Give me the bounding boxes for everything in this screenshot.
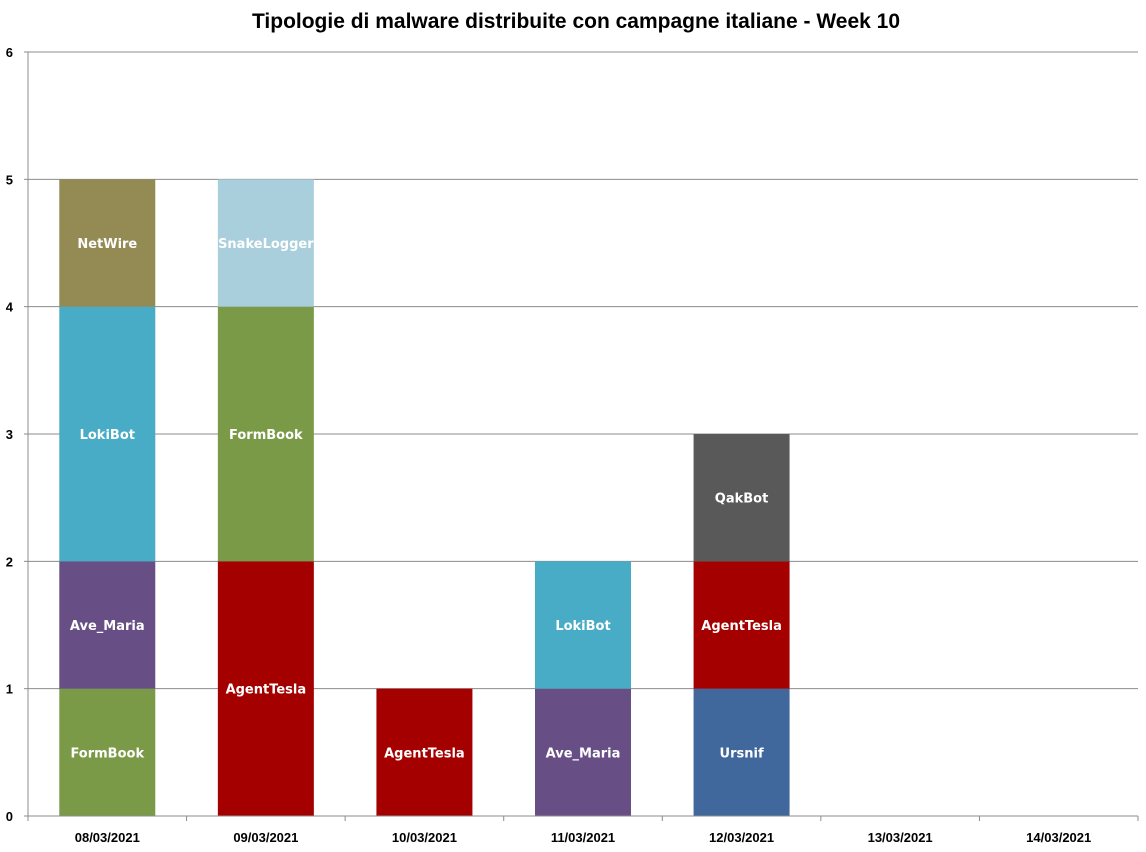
- bar-segment-snakelogger: [217, 179, 314, 307]
- bar-segment-label: FormBook: [70, 746, 144, 761]
- bar-segment-label: Ave_Maria: [70, 619, 145, 634]
- x-tick-label: 09/03/2021: [233, 830, 298, 845]
- bar-segment-qakbot: [693, 434, 790, 562]
- bar-segment-label: QakBot: [715, 492, 769, 507]
- bar-segment-ursnif: [693, 688, 790, 816]
- bar-segment-label: FormBook: [229, 428, 303, 443]
- bar-segment-label: Ursnif: [720, 746, 764, 761]
- bar-segment-formbook: [217, 306, 314, 562]
- y-tick-label: 2: [6, 554, 13, 569]
- bar-segment-label: Ave_Maria: [546, 746, 621, 761]
- bar-segment-agenttesla: [217, 561, 314, 816]
- bar-segment-lokibot: [59, 306, 156, 562]
- x-tick-label: 13/03/2021: [868, 830, 933, 845]
- bar-segment-formbook: [59, 688, 156, 816]
- bar-segment-agenttesla: [376, 688, 473, 816]
- bar-segment-netwire: [59, 179, 156, 307]
- y-tick-label: 4: [6, 300, 14, 315]
- bar-segment-agenttesla: [693, 561, 790, 689]
- bar-segment-label: SnakeLogger: [218, 237, 314, 252]
- y-tick-label: 1: [6, 682, 13, 697]
- bar-segment-ave-maria: [535, 688, 631, 816]
- y-tick-label: 6: [6, 45, 13, 60]
- bars: FormBook Ave_Maria LokiBot NetWire AgentTesl…: [59, 179, 790, 816]
- bar-segment-label: LokiBot: [555, 619, 610, 634]
- y-tick-label: 5: [6, 172, 13, 187]
- x-tick-label: 08/03/2021: [75, 830, 140, 845]
- x-axis-ticks: 08/03/2021 09/03/2021 10/03/2021 11/03/2021…: [27, 816, 1139, 845]
- bar-segment-label: AgentTesla: [226, 683, 307, 698]
- x-tick-label: 12/03/2021: [709, 830, 774, 845]
- bar-segment-lokibot: [535, 561, 631, 689]
- x-tick-label: 11/03/2021: [551, 830, 615, 845]
- y-tick-label: 0: [6, 809, 13, 824]
- y-axis-ticks: 0 1 2 3 4 5 6: [6, 45, 28, 824]
- x-tick-label: 10/03/2021: [392, 830, 457, 845]
- bar-segment-label: LokiBot: [80, 428, 135, 443]
- chart-title: Tipologie di malware distribuite con cam…: [252, 10, 900, 33]
- gridlines: [28, 51, 1138, 690]
- bar-segment-label: AgentTesla: [384, 746, 465, 761]
- x-tick-label: 14/03/2021: [1026, 830, 1091, 845]
- bar-segment-label: AgentTesla: [701, 619, 782, 634]
- bar-segment-ave-maria: [59, 561, 156, 689]
- y-tick-label: 3: [6, 427, 13, 442]
- bar-segment-label: NetWire: [77, 237, 137, 252]
